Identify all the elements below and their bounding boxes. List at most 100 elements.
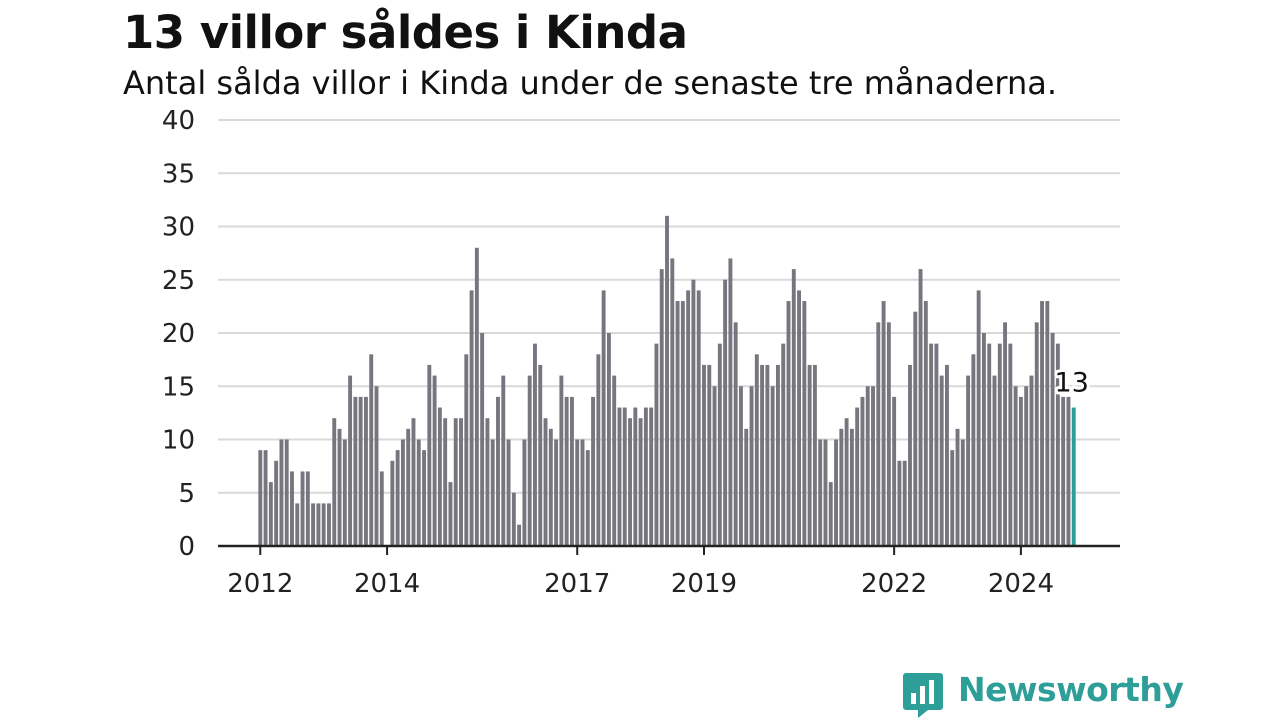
bar — [696, 290, 701, 546]
bar — [754, 354, 759, 546]
bar — [443, 418, 448, 546]
x-tick-label: 2024 — [988, 569, 1054, 599]
y-tick-label: 0 — [178, 532, 195, 562]
bar — [284, 439, 289, 546]
x-tick-label: 2017 — [544, 569, 610, 599]
bar — [517, 524, 522, 546]
brand-name: Newsworthy — [958, 670, 1184, 709]
bar — [1034, 322, 1039, 546]
bar — [791, 269, 796, 546]
bar — [490, 439, 495, 546]
bar — [649, 407, 654, 546]
bar — [295, 503, 300, 546]
bar — [744, 428, 749, 546]
bar — [496, 396, 500, 546]
bar — [665, 215, 669, 546]
bar — [311, 503, 316, 546]
bar — [691, 279, 696, 546]
bar — [739, 386, 743, 546]
bar — [1003, 322, 1008, 546]
x-axis: 2012 2014 2017 2019 2022 2024 — [218, 544, 1120, 599]
bar — [411, 418, 416, 546]
bar — [955, 428, 960, 546]
bar — [818, 439, 823, 546]
bar — [871, 386, 875, 546]
y-tick-label: 15 — [162, 372, 195, 402]
bar — [702, 364, 706, 546]
bar — [469, 290, 474, 546]
bar — [802, 301, 807, 546]
bar — [686, 290, 691, 546]
bar — [717, 343, 722, 546]
bar — [342, 439, 347, 546]
bar — [332, 418, 337, 546]
bar — [506, 439, 511, 546]
bar — [939, 375, 944, 546]
bar — [913, 311, 918, 546]
x-tick-label: 2012 — [227, 569, 293, 599]
bar — [960, 439, 965, 546]
bar — [892, 396, 897, 546]
bar — [300, 471, 305, 546]
bar — [554, 439, 559, 546]
bar — [612, 375, 617, 546]
bar — [680, 301, 685, 546]
bar — [728, 258, 733, 546]
bar — [564, 396, 569, 546]
bar — [733, 322, 738, 546]
bar — [337, 428, 342, 546]
bar — [929, 343, 934, 546]
bar — [400, 439, 405, 546]
bar — [437, 407, 442, 546]
bar — [290, 471, 294, 546]
bar — [945, 364, 949, 546]
bar — [395, 450, 400, 546]
bar — [781, 343, 786, 546]
bar — [580, 439, 585, 546]
y-tick-label: 25 — [162, 266, 195, 296]
bar — [279, 439, 284, 546]
bar — [263, 450, 268, 546]
y-axis-ticks: 0 5 10 15 20 25 30 35 40 — [162, 106, 195, 562]
bar — [770, 386, 775, 546]
bar — [258, 450, 263, 546]
bar — [390, 460, 395, 546]
bar — [596, 354, 601, 546]
bar — [855, 407, 860, 546]
bar — [775, 364, 780, 546]
bar — [749, 386, 754, 546]
bar — [617, 407, 622, 546]
bar — [374, 386, 379, 546]
bar — [987, 343, 992, 546]
bar — [844, 418, 849, 546]
bar — [474, 247, 479, 547]
bar — [908, 364, 912, 546]
bar — [971, 354, 976, 546]
x-tick-label: 2014 — [354, 569, 420, 599]
bar — [464, 354, 469, 546]
bar — [1045, 301, 1050, 546]
bar — [807, 364, 812, 546]
bar — [268, 482, 273, 546]
bar — [670, 258, 675, 546]
bar — [849, 428, 854, 546]
bar — [828, 482, 833, 546]
bar — [527, 375, 532, 546]
bar — [522, 439, 527, 546]
bar — [897, 460, 902, 546]
bar — [1055, 343, 1060, 546]
chart-title: 13 villor såldes i Kinda — [123, 6, 688, 59]
bar — [480, 333, 485, 546]
bar — [448, 482, 453, 546]
bar — [363, 396, 368, 546]
y-tick-label: 10 — [162, 426, 195, 456]
bar — [432, 375, 437, 546]
bar — [1008, 343, 1013, 546]
bar — [966, 375, 971, 546]
bar — [485, 418, 490, 546]
bar — [797, 290, 802, 546]
bar — [453, 418, 458, 546]
bar — [860, 396, 865, 546]
bar — [633, 407, 638, 546]
bar — [981, 333, 986, 546]
